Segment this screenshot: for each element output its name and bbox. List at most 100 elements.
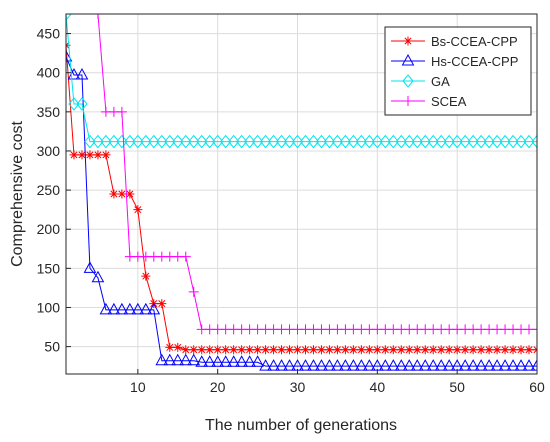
data-point-hs-ccea-cpp — [91, 270, 105, 283]
data-point-hs-ccea-cpp — [347, 359, 360, 371]
data-point-ga — [124, 134, 136, 149]
y-tick-label: 250 — [37, 182, 61, 198]
data-point-hs-ccea-cpp — [251, 355, 264, 367]
y-tick-label: 100 — [37, 299, 61, 315]
data-point-scea — [180, 251, 191, 262]
data-point-hs-ccea-cpp — [227, 355, 240, 367]
data-point-hs-ccea-cpp — [490, 359, 504, 371]
data-point-ga — [227, 134, 240, 149]
series-line-hs-ccea-cpp — [66, 56, 537, 367]
data-point-bs-ccea-cpp — [165, 342, 175, 352]
data-point-hs-ccea-cpp — [235, 355, 248, 367]
data-point-hs-ccea-cpp — [355, 359, 368, 371]
data-point-hs-ccea-cpp — [434, 359, 448, 371]
legend-label: GA — [431, 74, 450, 89]
data-point-ga — [427, 134, 439, 149]
data-point-hs-ccea-cpp — [219, 355, 233, 367]
data-point-bs-ccea-cpp — [380, 345, 390, 355]
data-point-bs-ccea-cpp — [125, 189, 135, 199]
data-point-ga — [443, 134, 455, 149]
x-tick-label: 60 — [529, 379, 545, 395]
data-point-hs-ccea-cpp — [474, 359, 488, 371]
data-point-hs-ccea-cpp — [163, 353, 177, 366]
legend-label: Hs-CCEA-CPP — [431, 54, 518, 69]
data-point-hs-ccea-cpp — [139, 302, 153, 315]
data-point-bs-ccea-cpp — [332, 345, 342, 355]
data-point-hs-ccea-cpp — [378, 359, 392, 371]
data-point-scea — [92, 14, 103, 19]
data-point-bs-ccea-cpp — [189, 345, 199, 355]
data-point-bs-ccea-cpp — [93, 150, 103, 160]
y-axis-label: Comprehensive cost — [9, 121, 26, 267]
data-point-bs-ccea-cpp — [444, 345, 454, 355]
data-point-ga — [204, 134, 216, 149]
data-point-ga — [259, 134, 272, 149]
data-point-hs-ccea-cpp — [522, 359, 536, 371]
data-point-bs-ccea-cpp — [229, 345, 239, 355]
data-point-hs-ccea-cpp — [155, 353, 169, 366]
legend: Bs-CCEA-CPP Hs-CCEA-CPP GA SCEA — [384, 26, 532, 116]
legend-label: Bs-CCEA-CPP — [431, 34, 518, 49]
data-point-ga — [132, 134, 144, 149]
legend-marker-icon — [401, 53, 415, 66]
data-point-bs-ccea-cpp — [85, 150, 95, 160]
legend-item-ga: GA — [391, 74, 450, 89]
x-tick-label: 20 — [210, 379, 226, 395]
legend-item-hs-ccea-cpp: Hs-CCEA-CPP — [391, 53, 518, 69]
data-point-ga — [363, 134, 376, 149]
data-point-bs-ccea-cpp — [364, 345, 374, 355]
data-point-bs-ccea-cpp — [516, 345, 526, 355]
data-point-hs-ccea-cpp — [147, 302, 161, 315]
legend-marker-icon — [403, 96, 413, 106]
data-point-ga — [283, 134, 296, 149]
data-point-ga — [180, 134, 192, 149]
data-point-hs-ccea-cpp — [179, 353, 193, 366]
data-point-bs-ccea-cpp — [396, 345, 406, 355]
legend-item-scea: SCEA — [391, 94, 467, 109]
data-point-bs-ccea-cpp — [173, 342, 183, 352]
data-point-ga — [379, 134, 391, 149]
data-point-ga — [196, 134, 208, 149]
data-point-hs-ccea-cpp — [466, 359, 480, 371]
data-point-ga — [491, 134, 503, 149]
data-point-bs-ccea-cpp — [484, 345, 494, 355]
data-point-hs-ccea-cpp — [402, 359, 416, 371]
data-point-ga — [395, 134, 407, 149]
data-point-hs-ccea-cpp — [386, 359, 400, 371]
data-point-ga — [355, 134, 368, 149]
x-tick-label: 30 — [290, 379, 306, 395]
data-point-bs-ccea-cpp — [356, 345, 366, 355]
data-point-bs-ccea-cpp — [452, 345, 462, 355]
data-point-ga — [475, 134, 487, 149]
data-point-scea — [188, 286, 199, 297]
data-point-bs-ccea-cpp — [524, 345, 534, 355]
data-point-ga — [523, 134, 535, 149]
data-point-hs-ccea-cpp — [211, 355, 225, 367]
data-point-bs-ccea-cpp — [269, 345, 279, 355]
data-point-bs-ccea-cpp — [428, 345, 438, 355]
data-point-hs-ccea-cpp — [299, 359, 312, 371]
data-point-hs-ccea-cpp — [323, 359, 336, 371]
data-point-hs-ccea-cpp — [315, 359, 328, 371]
data-point-ga — [435, 134, 447, 149]
y-tick-label: 450 — [37, 26, 61, 42]
data-point-bs-ccea-cpp — [69, 150, 79, 160]
data-point-bs-ccea-cpp — [77, 150, 87, 160]
data-point-hs-ccea-cpp — [498, 359, 512, 371]
data-point-ga — [235, 134, 248, 149]
data-point-bs-ccea-cpp — [420, 345, 430, 355]
data-point-ga — [507, 134, 519, 149]
x-axis-label: The number of generations — [205, 417, 397, 434]
data-point-ga — [451, 134, 463, 149]
plot-frame — [65, 13, 538, 375]
data-point-ga — [212, 134, 224, 149]
data-point-hs-ccea-cpp — [195, 355, 209, 367]
data-point-hs-ccea-cpp — [243, 355, 256, 367]
data-point-hs-ccea-cpp — [410, 359, 424, 371]
data-point-bs-ccea-cpp — [293, 345, 303, 355]
data-point-hs-ccea-cpp — [418, 359, 432, 371]
y-tick-label: 300 — [37, 143, 61, 159]
data-point-ga — [531, 134, 537, 149]
data-point-bs-ccea-cpp — [181, 345, 191, 355]
